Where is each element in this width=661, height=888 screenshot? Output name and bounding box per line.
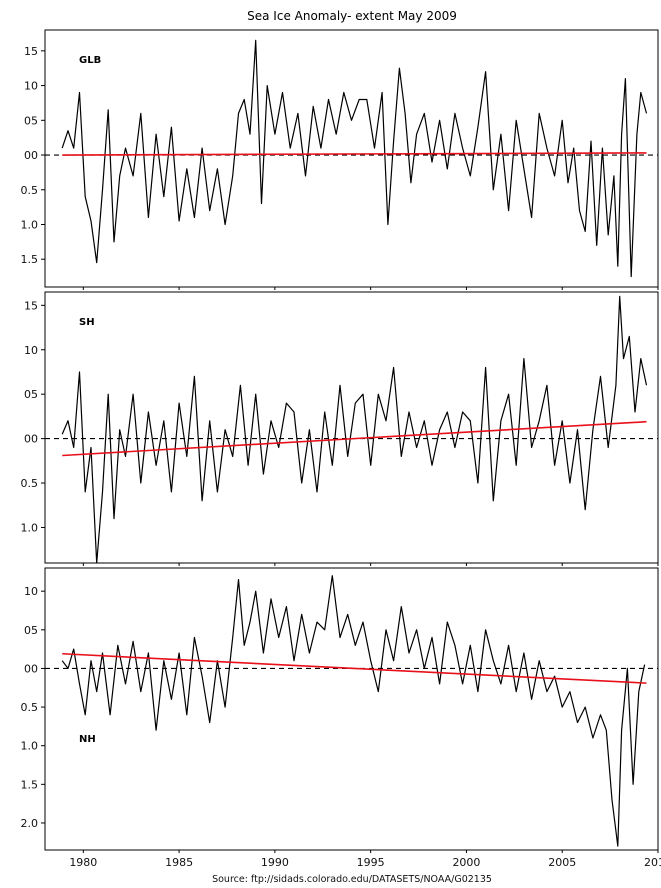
y-tick-label: 10 — [24, 344, 38, 357]
source-note: Source: ftp://sidads.colorado.edu/DATASE… — [212, 874, 492, 885]
panel-glb: 15 10 05 00 0.5 1.0 1.5 GLB — [21, 29, 659, 290]
panel-sh: 15 10 05 00 0.5 1.0 SH — [21, 291, 659, 566]
y-tick-label: 10 — [24, 585, 38, 598]
y-tick-label: 1.5 — [21, 253, 39, 266]
y-tick-label: 1.0 — [21, 740, 39, 753]
y-tick-label: 1.0 — [21, 521, 39, 534]
panel-frame — [44, 567, 659, 851]
glb-trend-line — [62, 152, 647, 156]
panel-frame — [44, 291, 659, 564]
x-tick-label: 1990 — [261, 856, 289, 869]
x-tick-label: 2000 — [452, 856, 480, 869]
y-tick-label: 10 — [24, 80, 38, 93]
x-tick-label: 1995 — [357, 856, 385, 869]
y-tick-label: 00 — [24, 149, 38, 162]
y-tick-label: 0.5 — [21, 184, 39, 197]
y-tick-label: 1.5 — [21, 778, 39, 791]
sh-trend-line — [62, 420, 647, 457]
y-tick-label: 05 — [24, 114, 38, 127]
x-tick-label: 1980 — [69, 856, 97, 869]
nh-trend-line — [62, 652, 647, 684]
glb-anomaly-line — [61, 39, 648, 278]
sh-anomaly-line — [61, 295, 648, 564]
nh-anomaly-line — [61, 575, 646, 847]
panel-nh: 10 05 00 0.5 1.0 1.5 2.0 NH — [21, 567, 659, 853]
chart-panels: 15 10 05 00 0.5 1.0 1.5 GLB 15 10 05 00 0.5 1.0 SH 10 05… — [21, 29, 659, 853]
y-tick-label: 15 — [24, 299, 38, 312]
chart-title: Sea Ice Anomaly- extent May 2009 — [247, 9, 457, 23]
y-tick-label: 1.0 — [21, 218, 39, 231]
y-tick-label: 0.5 — [21, 701, 39, 714]
x-tick-label: 2010 — [644, 856, 661, 869]
y-tick-label: 15 — [24, 45, 38, 58]
y-tick-label: 2.0 — [21, 817, 39, 830]
panel-label: NH — [79, 734, 96, 745]
panel-frame — [44, 29, 659, 288]
y-tick-label: 0.5 — [21, 477, 39, 490]
y-tick-label: 05 — [24, 624, 38, 637]
panel-label: SH — [79, 317, 95, 328]
y-tick-label: 05 — [24, 388, 38, 401]
panel-label: GLB — [79, 55, 101, 66]
y-tick-label: 00 — [24, 662, 38, 675]
y-tick-label: 00 — [24, 433, 38, 446]
x-axis: 1980 1985 1990 1995 2000 2005 2010 — [69, 856, 661, 869]
x-tick-label: 1985 — [165, 856, 193, 869]
x-tick-label: 2005 — [548, 856, 576, 869]
